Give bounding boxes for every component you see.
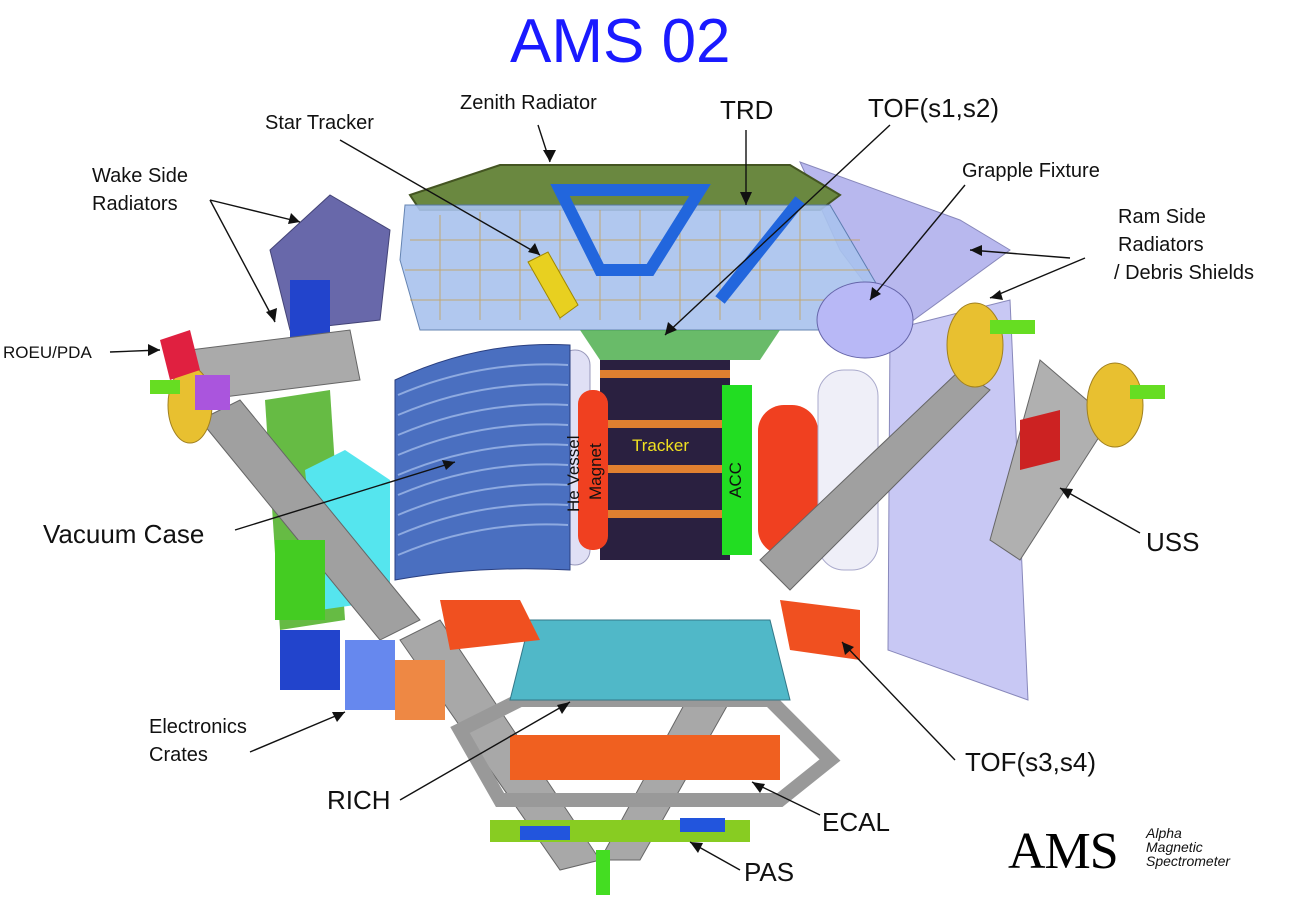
label-uss: USS xyxy=(1146,527,1200,557)
electronics-crate-d xyxy=(275,540,325,620)
vacuum-case-ribs xyxy=(397,363,569,556)
leader-arrowheads xyxy=(148,150,1073,853)
label-ram-side-radiators-3: / Debris Shields xyxy=(1114,262,1255,284)
trunnion-pin-left xyxy=(150,380,180,394)
label-grapple-fixture: Grapple Fixture xyxy=(962,160,1100,182)
label-ecal: ECAL xyxy=(822,807,890,837)
label-zenith-radiator: Zenith Radiator xyxy=(460,92,597,114)
logo-line-spectrometer: Spectrometer xyxy=(1146,853,1231,869)
diagram-title: AMS 02 xyxy=(510,7,731,76)
label-vacuum-case: Vacuum Case xyxy=(43,519,205,549)
rich xyxy=(509,619,791,701)
tracker-cylinder xyxy=(600,360,730,560)
roeu-pda xyxy=(160,330,200,380)
pas-blue-b xyxy=(680,818,725,832)
trunnion-right-a xyxy=(946,302,1004,388)
logo-line-alpha: Alpha xyxy=(1146,825,1182,841)
label-ram-side-radiators-1: Ram Side xyxy=(1118,206,1206,228)
star-tracker-body xyxy=(527,251,579,319)
trunnion-pin-right-b xyxy=(1130,385,1165,399)
label-rich: RICH xyxy=(327,785,391,815)
label-star-tracker: Star Tracker xyxy=(265,112,374,134)
grapple-fixture xyxy=(816,281,914,359)
ecal xyxy=(510,735,780,780)
label-wake-side-radiators-1: Wake Side xyxy=(92,165,188,187)
trunnion-right-b xyxy=(1086,362,1144,448)
magnet xyxy=(578,390,608,550)
vacuum-case xyxy=(394,343,571,581)
electronics-crate-a xyxy=(280,630,340,690)
pas-blue xyxy=(520,826,570,840)
label-tof-s1-s2: TOF(s1,s2) xyxy=(868,93,999,123)
label-electronics-crates-1: Electronics xyxy=(149,716,247,738)
label-trd: TRD xyxy=(720,95,774,125)
acc xyxy=(722,385,752,555)
left-blue-block xyxy=(290,280,330,340)
uss-arm-right xyxy=(759,369,991,591)
tof-upper xyxy=(580,330,780,360)
label-acc: ACC xyxy=(726,462,745,498)
label-he-vessel: He Vessel xyxy=(564,435,583,512)
leader-lines xyxy=(109,124,1141,871)
ams-logo-expansion: Alpha Magnetic Spectrometer xyxy=(1146,826,1230,868)
roeu-purple-box xyxy=(195,375,230,410)
label-ram-side-radiators-2: Radiators xyxy=(1118,234,1204,256)
label-tof-s3-s4: TOF(s3,s4) xyxy=(965,747,1096,777)
tof-lower xyxy=(440,600,540,650)
label-magnet: Magnet xyxy=(586,443,605,500)
uss-right-box xyxy=(1020,410,1060,470)
tracker-layers xyxy=(600,370,730,518)
electronics-crate-b xyxy=(345,640,395,710)
magnet-right xyxy=(758,405,818,555)
ams-logo-acronym: AMS xyxy=(1008,823,1119,880)
trd-support-truss xyxy=(550,184,711,276)
pas-stem xyxy=(596,850,610,895)
label-tracker: Tracker xyxy=(632,436,689,455)
label-wake-side-radiators-2: Radiators xyxy=(92,193,178,215)
trunnion-pin-right-a xyxy=(990,320,1035,334)
tof-lower-right xyxy=(780,600,860,660)
electronics-crate-c xyxy=(395,660,445,720)
label-electronics-crates-2: Crates xyxy=(149,744,208,766)
label-pas: PAS xyxy=(744,857,795,887)
label-roeu-pda: ROEU/PDA xyxy=(3,343,92,362)
logo-line-magnetic: Magnetic xyxy=(1146,839,1203,855)
